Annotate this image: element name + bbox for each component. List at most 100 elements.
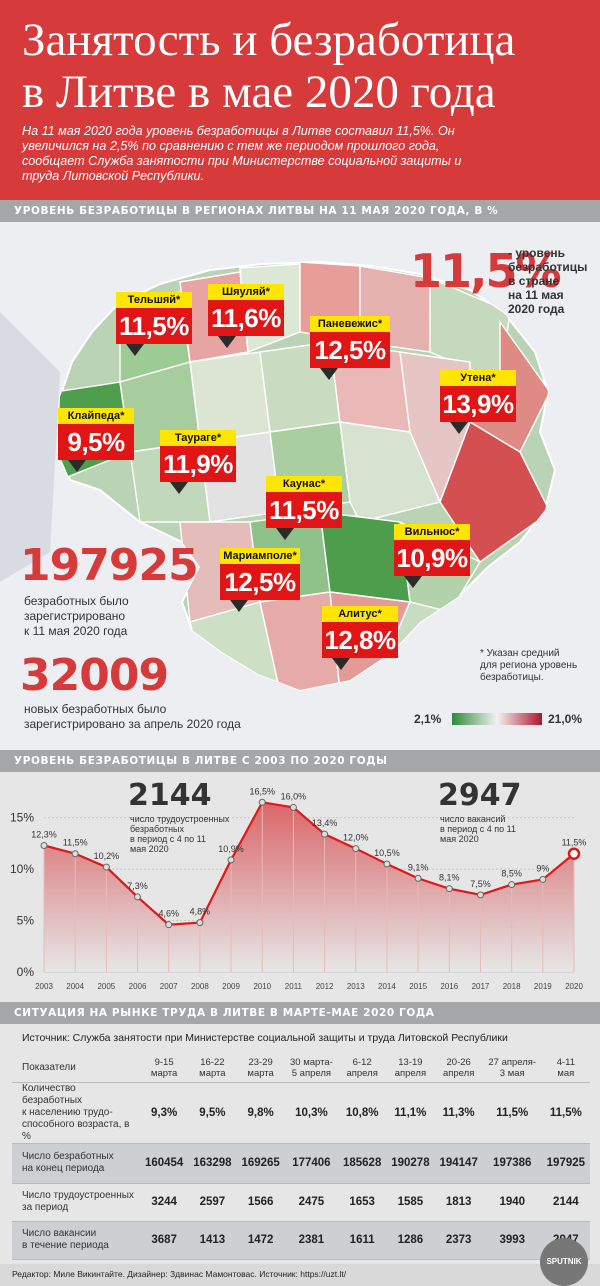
note-line: * Указан средний <box>480 648 560 659</box>
data-label: 4,8% <box>190 907 211 917</box>
y-tick-label: 0% <box>17 965 35 979</box>
period-line: 13-19 <box>398 1056 423 1068</box>
legend-min-label: 2,1% <box>414 712 442 726</box>
period-line: 30 марта- <box>289 1056 333 1068</box>
row-label-line: Количество безработных <box>22 1082 83 1106</box>
region-label-siauliai: Шяуляй* 11,6% <box>208 284 284 348</box>
x-tick-label: 2019 <box>534 982 552 991</box>
table-cell: 197925 <box>541 1143 590 1184</box>
region-name: Утена* <box>440 370 516 386</box>
region-label-panevezys: Паневежис* 12,5% <box>310 316 390 380</box>
data-label: 16,5% <box>249 786 275 796</box>
table-cell: 11,5% <box>482 1082 542 1144</box>
table-cell: 2475 <box>284 1183 339 1222</box>
table-cell: 3687 <box>140 1221 189 1260</box>
period-header: 16-22 марта <box>188 1054 237 1083</box>
period-header: 6-12 апреля <box>338 1054 387 1083</box>
table-cell: 2597 <box>188 1183 237 1222</box>
pointer-icon <box>320 368 338 380</box>
x-tick-label: 2008 <box>191 982 209 991</box>
period-line: марта <box>150 1067 178 1079</box>
table-row: Количество безработных к населению трудо-… <box>12 1082 590 1144</box>
period-line: апреля <box>442 1067 475 1079</box>
region-label-vilnius: Вильнюс* 10,9% <box>394 524 470 588</box>
table-source: Источник: Служба занятости при Министерс… <box>22 1032 508 1044</box>
period-header: 4-11 мая <box>541 1054 590 1083</box>
row-label-line: способного возраста, в % <box>22 1118 130 1142</box>
x-tick-label: 2009 <box>222 982 240 991</box>
region-value: 11,9% <box>160 446 236 482</box>
row-label-line: на конец периода <box>22 1163 105 1174</box>
region-value: 12,8% <box>322 622 398 658</box>
footnote: * Указан средний для региона уровень без… <box>480 648 577 684</box>
table-cell: 194147 <box>434 1143 483 1184</box>
period-line: апреля <box>394 1067 427 1079</box>
pointer-icon <box>68 460 86 472</box>
caption-line: на 11 мая <box>508 288 564 302</box>
title-line-1: Занятость и безработица <box>22 14 516 66</box>
pointer-icon <box>170 482 188 494</box>
period-header: 9-15 марта <box>140 1054 189 1083</box>
period-line: мая <box>557 1067 575 1079</box>
region-name: Мариамполе* <box>220 548 300 564</box>
x-tick-label: 2012 <box>316 982 334 991</box>
data-label: 10,2% <box>94 851 120 861</box>
registered-unemployed-caption: безработных было зарегистрировано к 11 м… <box>24 594 129 639</box>
caption-line: число вакансий <box>440 814 506 824</box>
row-label-line: Число трудоустроенных <box>22 1190 134 1201</box>
region-name: Таураге* <box>160 430 236 446</box>
period-header: 13-19 апреля <box>386 1054 435 1083</box>
pointer-icon <box>450 422 468 434</box>
data-point <box>445 885 453 893</box>
caption-line: мая 2020 <box>130 844 169 854</box>
title-line-2: в Литве в мае 2020 года <box>22 66 496 118</box>
data-point <box>476 891 484 899</box>
x-tick-label: 2015 <box>409 982 427 991</box>
table-row: Число вакансии в течение периода 3687 141… <box>12 1221 590 1260</box>
data-point <box>227 856 235 864</box>
x-tick-label: 2018 <box>503 982 521 991</box>
table-cell: 10,3% <box>284 1082 339 1144</box>
row-label-line: в течение периода <box>22 1240 109 1251</box>
period-line: 5 апреля <box>291 1067 332 1079</box>
data-point <box>134 893 142 901</box>
note-line: для региона уровень <box>480 660 578 671</box>
period-line: 3 мая <box>499 1067 525 1079</box>
legend-max-label: 21,0% <box>548 712 583 726</box>
data-label: 4,6% <box>158 909 179 919</box>
section-title-regions: УРОВЕНЬ БЕЗРАБОТИЦЫ В РЕГИОНАХ ЛИТВЫ НА … <box>0 200 600 222</box>
region-value: 12,5% <box>310 332 390 368</box>
data-point <box>289 803 297 811</box>
table-cell: 2373 <box>434 1221 483 1260</box>
x-tick-label: 2016 <box>440 982 458 991</box>
x-tick-label: 2013 <box>347 982 365 991</box>
region-value: 11,6% <box>208 300 284 336</box>
caption-line: число трудоустроенных <box>130 814 230 824</box>
section-title-market: СИТУАЦИЯ НА РЫНКЕ ТРУДА В ЛИТВЕ В МАРТЕ-… <box>0 1002 600 1024</box>
vacancy-callout-value: 2947 <box>438 778 522 813</box>
registered-unemployed-value: 197925 <box>20 540 199 591</box>
new-unemployed-value: 32009 <box>20 650 169 701</box>
region-name: Клайпеда* <box>58 408 134 424</box>
data-label: 7,5% <box>470 879 491 889</box>
data-label: 16,0% <box>281 791 307 801</box>
data-label: 13,4% <box>312 818 338 828</box>
table-cell: 9,8% <box>236 1082 285 1144</box>
table-cell: 9,3% <box>140 1082 189 1144</box>
trend-area <box>44 802 574 972</box>
data-point <box>567 847 581 860</box>
table-cell: 1653 <box>338 1183 387 1222</box>
table-cell: 2144 <box>541 1183 590 1222</box>
row-label: Количество безработных к населению трудо-… <box>12 1082 140 1144</box>
data-label: 12,3% <box>31 829 57 839</box>
pointer-icon <box>230 600 248 612</box>
data-label: 8,5% <box>501 869 522 879</box>
region-label-utena: Утена* 13,9% <box>440 370 516 434</box>
pointer-icon <box>404 576 422 588</box>
trend-chart-svg: 12,3% 11,5% 10,2% 7,3% 4,6% 4,8% 10,9% 16,5% 16,… <box>10 786 586 991</box>
sputnik-logo: SPUTNIK <box>540 1238 588 1286</box>
period-line: апреля <box>346 1067 378 1079</box>
vacancy-callout-caption: число вакансий в период с 4 по 11 мая 20… <box>440 814 516 844</box>
period-line: 16-22 <box>200 1056 225 1068</box>
row-label: Число вакансии в течение периода <box>12 1221 140 1260</box>
